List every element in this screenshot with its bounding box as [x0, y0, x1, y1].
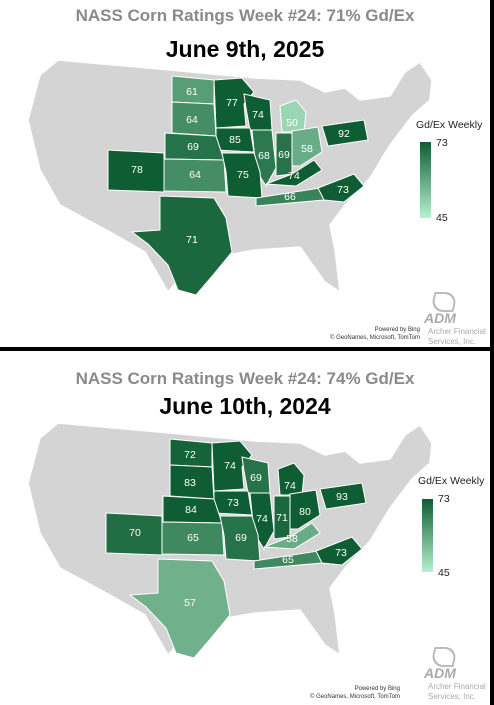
credits-line-1: Powered by Bing: [354, 686, 400, 692]
state-value-tx: 57: [184, 597, 196, 609]
adm-logo: ADM Archer Financial Services, Inc.: [400, 292, 490, 347]
state-nc: [315, 536, 363, 566]
us-map: 61 77 74 50 64 85 69 68 69 58 92 78 64 75 74 66 73 71: [27, 59, 433, 296]
state-shapes: [105, 438, 367, 659]
state-value-mn: 74: [224, 460, 236, 472]
state-value-tn: 66: [284, 191, 296, 203]
logo-subtitle: Archer Financial Services, Inc.: [428, 327, 486, 347]
state-value-in: 71: [276, 512, 288, 524]
state-value-mn: 77: [226, 97, 238, 109]
state-value-co: 70: [129, 527, 141, 539]
state-value-nc: 73: [337, 184, 349, 196]
state-ks: [163, 158, 227, 193]
logo-brand: ADM: [424, 665, 456, 681]
map-title: NASS Corn Ratings Week #24: 71% Gd/Ex: [75, 6, 415, 25]
logo-line-1: Archer Financial: [428, 327, 486, 336]
state-value-ky: 58: [286, 533, 298, 545]
state-value-in: 69: [278, 149, 290, 161]
state-value-tx: 71: [186, 234, 198, 246]
credits-line-2: © GeoNames, Microsoft, TomTom: [330, 335, 420, 341]
state-value-wi: 69: [250, 472, 262, 484]
adm-leaf-icon: [429, 647, 459, 667]
state-value-wi: 74: [252, 109, 264, 121]
state-oh: [289, 489, 321, 530]
map-date: June 9th, 2025: [165, 36, 325, 62]
state-mi: [279, 99, 307, 133]
state-pa: [321, 119, 369, 147]
legend-min-label: 45: [436, 212, 448, 224]
state-shapes: [107, 75, 369, 296]
state-value-ks: 64: [189, 169, 201, 181]
logo-line-1: Archer Financial: [428, 682, 486, 691]
state-ky: [263, 522, 321, 550]
state-value-ia: 85: [229, 134, 241, 146]
state-nc: [317, 173, 365, 203]
state-value-sd: 83: [184, 477, 196, 489]
state-value-mo: 75: [237, 169, 249, 181]
state-tx: [128, 558, 231, 659]
us-map: 72 74 69 74 83 73 84 74 71 80 93 70 65 69 58 65 73 57: [27, 422, 433, 659]
adm-logo: ADM Archer Financial Services, Inc.: [400, 647, 490, 701]
legend-min-label: 45: [438, 567, 450, 579]
legend-max-label: 73: [438, 493, 450, 505]
state-value-ne: 84: [185, 504, 197, 516]
legend-title: Gd/Ex Weekly: [418, 475, 485, 487]
state-ks: [161, 521, 225, 556]
map-credits: Powered by Bing © GeoNames, Microsoft, T…: [280, 685, 400, 701]
state-value-oh: 58: [301, 143, 313, 155]
state-value-sd: 64: [186, 114, 198, 126]
state-ky: [265, 159, 323, 187]
state-mi: [277, 462, 305, 496]
state-value-il: 74: [256, 513, 268, 525]
credits-line-1: Powered by Bing: [374, 327, 420, 333]
state-value-mo: 69: [235, 532, 247, 544]
state-value-tn: 65: [282, 554, 294, 566]
state-tx: [130, 195, 233, 296]
adm-leaf-icon: [429, 292, 459, 312]
logo-brand: ADM: [424, 310, 456, 326]
legend-gradient: [422, 499, 433, 572]
state-value-ky: 74: [288, 170, 300, 182]
state-value-pa: 92: [338, 128, 350, 140]
state-value-ne: 69: [187, 141, 199, 153]
legend-gradient: [420, 142, 431, 218]
state-labels: 72 74 69 74 83 73 84 74 71 80 93 70 65 69 58 65 73 57: [129, 449, 348, 609]
state-value-mi: 50: [286, 117, 298, 129]
state-value-nd: 72: [184, 449, 196, 461]
legend-max-label: 73: [436, 137, 448, 149]
state-co: [105, 512, 163, 556]
state-oh: [291, 126, 323, 167]
state-value-nd: 61: [186, 86, 198, 98]
state-value-oh: 80: [299, 506, 311, 518]
state-pa: [319, 482, 367, 510]
map-panel-2025: NASS Corn Ratings Week #24: 71% Gd/Ex Ju…: [0, 0, 490, 347]
map-title: NASS Corn Ratings Week #24: 74% Gd/Ex: [75, 369, 415, 388]
state-value-ks: 65: [187, 532, 199, 544]
credits-line-2: © GeoNames, Microsoft, TomTom: [310, 694, 400, 700]
state-value-ia: 73: [227, 497, 239, 509]
logo-subtitle: Archer Financial Services, Inc.: [428, 682, 486, 702]
legend-title: Gd/Ex Weekly: [416, 119, 483, 131]
logo-line-2: Services, Inc.: [428, 692, 477, 701]
state-co: [107, 149, 165, 193]
map-panel-2024: NASS Corn Ratings Week #24: 74% Gd/Ex Ju…: [0, 351, 490, 705]
state-value-co: 78: [131, 164, 143, 176]
logo-line-2: Services, Inc.: [428, 337, 477, 346]
state-value-pa: 93: [336, 491, 348, 503]
map-credits: Powered by Bing © GeoNames, Microsoft, T…: [300, 326, 420, 342]
state-value-mi: 74: [284, 480, 296, 492]
state-labels: 61 77 74 50 64 85 69 68 69 58 92 78 64 75 74 66 73 71: [131, 86, 350, 246]
state-value-il: 68: [258, 150, 270, 162]
map-date: June 10th, 2024: [159, 393, 331, 419]
state-value-nc: 73: [335, 547, 347, 559]
